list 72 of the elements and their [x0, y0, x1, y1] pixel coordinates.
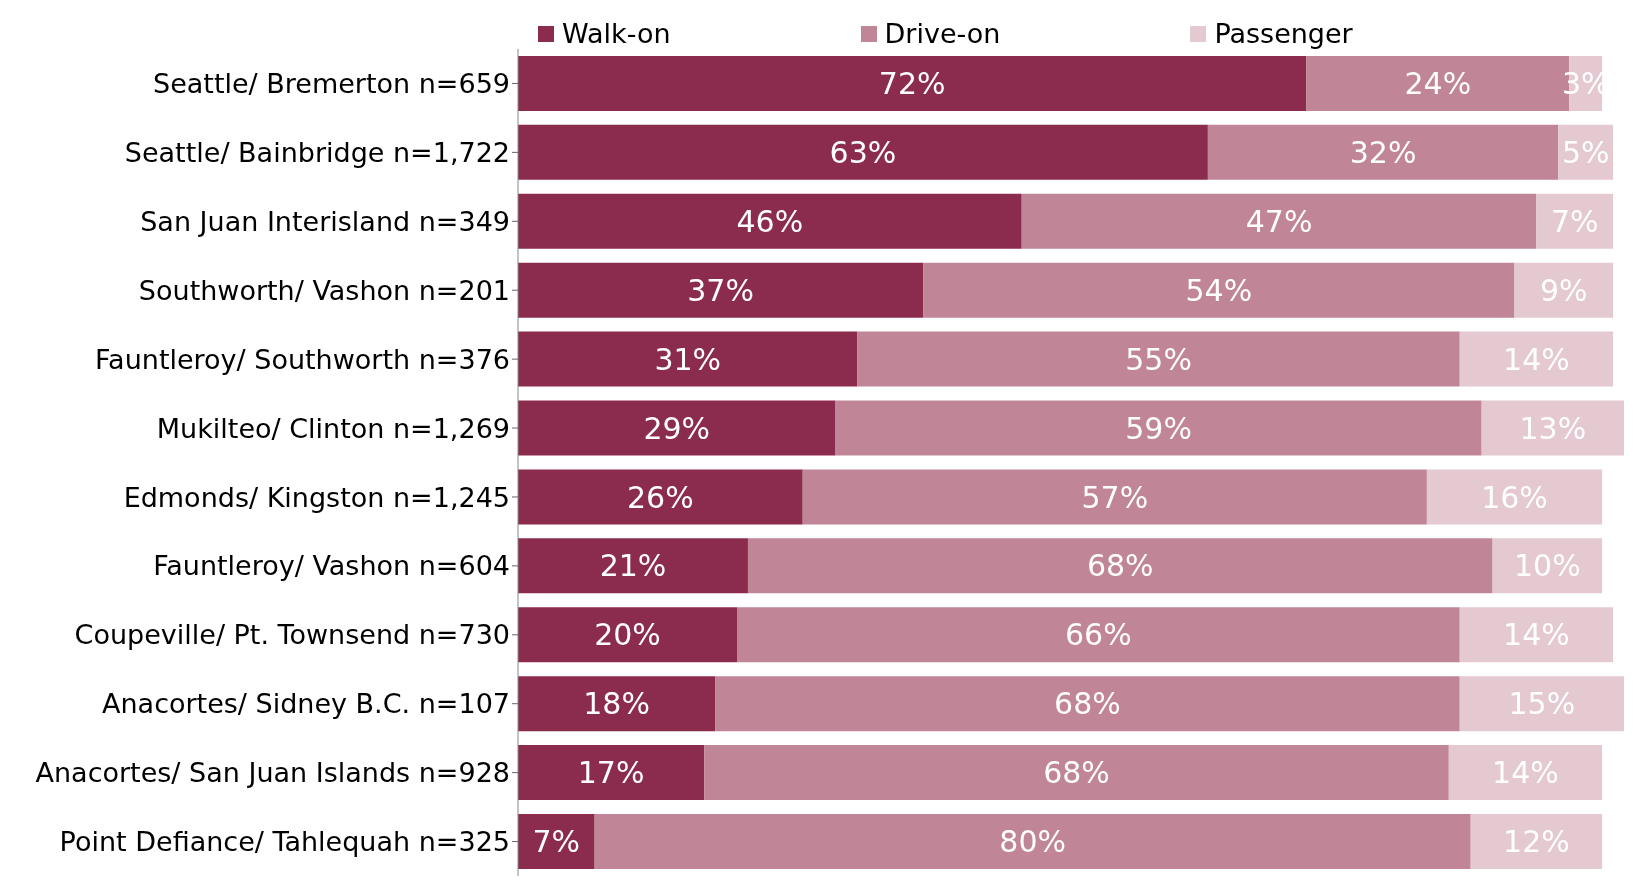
bar: [802, 469, 1427, 525]
bar: [923, 262, 1515, 318]
bar: [1207, 124, 1559, 180]
bar: [518, 124, 1208, 180]
data-label: 80%: [999, 824, 1067, 860]
bar: [1459, 676, 1624, 732]
bar: [1448, 745, 1603, 801]
y-tick-label: Point Defiance/ Tahlequah n=325: [59, 826, 510, 858]
bar: [835, 400, 1482, 456]
bar: [1021, 193, 1537, 249]
bar: [518, 55, 1307, 111]
bar: [518, 469, 803, 525]
bar: [518, 400, 836, 456]
y-tick-label: Fauntleroy/ Vashon n=604: [153, 550, 510, 582]
legend-label: Walk-on: [561, 18, 671, 49]
data-label: 20%: [594, 617, 661, 653]
bar: [1492, 538, 1603, 594]
legend-label: Drive-on: [883, 18, 1001, 49]
bar: [715, 676, 1460, 732]
y-tick-label: Anacortes/ San Juan Islands n=928: [35, 757, 510, 789]
data-label: 68%: [1086, 548, 1154, 584]
y-tick-label: Seattle/ Bainbridge n=1,722: [124, 136, 510, 168]
bar: [518, 193, 1022, 249]
bar: [518, 813, 595, 869]
bar: [594, 813, 1471, 869]
data-label: 31%: [654, 341, 722, 377]
bar: [1426, 469, 1603, 525]
bar: [1514, 262, 1614, 318]
bar: [1481, 400, 1624, 456]
data-label: 7%: [532, 824, 581, 860]
data-label: 54%: [1185, 272, 1253, 308]
data-label: 47%: [1245, 203, 1313, 239]
data-label: 32%: [1349, 134, 1417, 170]
y-tick-label: Southworth/ Vashon n=201: [138, 274, 510, 306]
y-tick-label: Fauntleroy/ Southworth n=376: [95, 343, 510, 375]
bar: [518, 607, 738, 663]
bar: [1459, 331, 1614, 387]
data-label: 24%: [1404, 66, 1472, 102]
bar: [518, 262, 924, 318]
data-label: 68%: [1043, 755, 1110, 791]
bar: [704, 745, 1449, 801]
data-label: 59%: [1125, 410, 1192, 446]
data-label: 66%: [1065, 617, 1132, 653]
y-tick-label: San Juan Interisland n=349: [140, 205, 510, 237]
data-label: 55%: [1125, 341, 1192, 377]
data-label: 18%: [583, 686, 650, 722]
data-label: 46%: [736, 203, 804, 239]
data-label: 29%: [643, 410, 711, 446]
y-tick-label: Anacortes/ Sidney B.C. n=107: [102, 688, 510, 720]
y-tick-label: Edmonds/ Kingston n=1,245: [123, 481, 510, 513]
bar: [518, 331, 858, 387]
y-tick-label: Seattle/ Bremerton n=659: [153, 68, 510, 100]
data-label: 21%: [599, 548, 667, 584]
data-label: 37%: [687, 272, 754, 308]
data-label: 17%: [577, 755, 645, 791]
y-tick-label: Mukilteo/ Clinton n=1,269: [156, 412, 510, 444]
bar: [1459, 607, 1614, 663]
data-label: 72%: [878, 66, 946, 102]
bar: [747, 538, 1493, 594]
y-tick-label: Coupeville/ Pt. Townsend n=730: [74, 619, 510, 651]
data-label: 68%: [1054, 686, 1121, 722]
bar: [518, 745, 705, 801]
data-label: 26%: [627, 479, 694, 515]
bar: [737, 607, 1460, 663]
data-label: 57%: [1081, 479, 1149, 515]
bar: [1536, 193, 1614, 249]
bar: [1470, 813, 1603, 869]
legend-label: Passenger: [1213, 18, 1353, 49]
data-label: 63%: [829, 134, 897, 170]
bar: [518, 676, 716, 732]
bar: [857, 331, 1460, 387]
bar: [518, 538, 748, 594]
